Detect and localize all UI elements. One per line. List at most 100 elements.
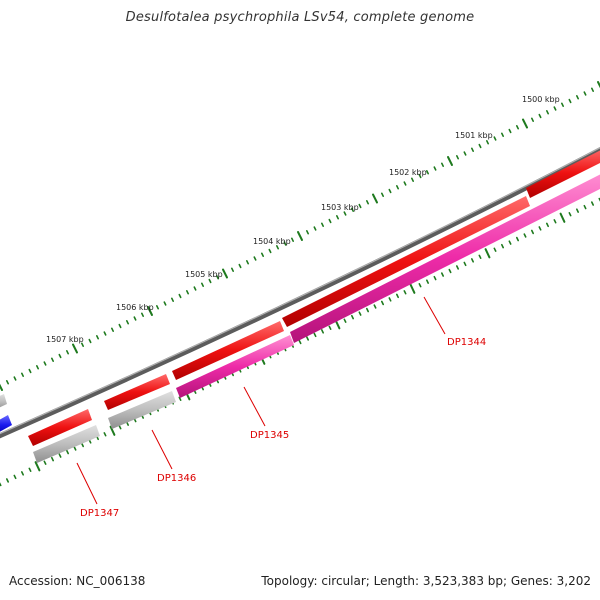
- gene-dp1347-arrow[interactable]: [28, 409, 92, 446]
- scale-label-1506: 1506 kbp: [116, 303, 154, 312]
- outer-ring-minor-tick: [231, 267, 234, 273]
- outer-ring-minor-tick: [178, 293, 182, 299]
- inner-ring-minor-tick: [305, 336, 310, 341]
- outer-tick-ring: [0, 81, 600, 391]
- inner-ring-minor-tick: [28, 467, 32, 473]
- inner-ring-minor-tick: [538, 226, 542, 231]
- scale-label-1503: 1503 kbp: [321, 203, 359, 212]
- gene-blue-fragment[interactable]: [0, 415, 12, 435]
- outer-ring-minor-tick: [328, 218, 332, 224]
- outer-ring-minor-tick: [163, 301, 167, 306]
- outer-ring-minor-tick: [126, 319, 129, 325]
- inner-ring-minor-tick: [523, 233, 527, 238]
- gene-label-dp1346[interactable]: DP1346: [157, 473, 196, 484]
- inner-ring-major-tick: [109, 425, 116, 436]
- gene-dp1346-reverse[interactable]: [108, 391, 176, 429]
- inner-ring-minor-tick: [455, 265, 460, 270]
- inner-ring-minor-tick: [320, 329, 325, 334]
- scale-label-1505: 1505 kbp: [185, 270, 223, 279]
- outer-ring-minor-tick: [171, 297, 174, 303]
- inner-ring-minor-tick: [73, 446, 77, 451]
- scale-label-1500: 1500 kbp: [522, 95, 560, 104]
- inner-ring-minor-tick: [388, 297, 392, 302]
- gene-dp1345-reverse[interactable]: [176, 335, 294, 398]
- leader-line-dp1347: [76, 462, 98, 505]
- accession-text: Accession: NC_006138: [9, 574, 146, 588]
- inner-ring-minor-tick: [553, 219, 557, 224]
- outer-ring-minor-tick: [81, 342, 84, 348]
- gene-dp1347-reverse[interactable]: [33, 425, 100, 463]
- topology-text: Topology: circular; Length: 3,523,383 bp…: [261, 574, 591, 588]
- outer-ring-minor-tick: [201, 282, 204, 288]
- inner-ring-minor-tick: [13, 474, 17, 480]
- outer-ring-minor-tick: [320, 222, 325, 227]
- inner-ring-minor-tick: [50, 456, 55, 462]
- outer-ring-minor-tick: [410, 177, 415, 182]
- outer-ring-minor-tick: [6, 379, 9, 385]
- inner-ring-minor-tick: [343, 318, 347, 323]
- scale-label-1507: 1507 kbp: [46, 335, 84, 344]
- outer-ring-minor-tick: [515, 125, 520, 130]
- inner-ring-minor-tick: [478, 254, 482, 260]
- inner-ring-minor-tick: [365, 307, 370, 313]
- gene-label-dp1344[interactable]: DP1344: [447, 337, 486, 348]
- inner-ring-minor-tick: [530, 229, 535, 235]
- outer-ring-major-tick: [0, 383, 3, 391]
- outer-ring-major-tick: [597, 81, 600, 89]
- outer-ring-minor-tick: [186, 289, 189, 295]
- scale-label-1501: 1501 kbp: [455, 131, 493, 140]
- gene-label-dp1345[interactable]: DP1345: [250, 430, 289, 441]
- inner-ring-minor-tick: [373, 304, 377, 309]
- gene-dp1345-arrow[interactable]: [172, 321, 284, 380]
- outer-ring-minor-tick: [470, 147, 475, 152]
- inner-ring-minor-tick: [66, 449, 69, 455]
- outer-ring-minor-tick: [43, 361, 47, 366]
- forward-strand-track: [28, 148, 600, 446]
- outer-ring-major-tick: [72, 343, 78, 354]
- gene-gray-fragment[interactable]: [0, 394, 7, 410]
- inner-ring-major-tick: [559, 212, 566, 223]
- inner-ring-minor-tick: [43, 460, 47, 465]
- outer-ring-minor-tick: [335, 215, 340, 220]
- gene-label-dp1347[interactable]: DP1347: [80, 508, 119, 519]
- outer-ring-minor-tick: [208, 278, 212, 284]
- outer-ring-minor-tick: [156, 304, 159, 310]
- scale-label-1502: 1502 kbp: [389, 168, 427, 177]
- outer-ring-minor-tick: [485, 140, 490, 145]
- genome-title: Desulfotalea psychrophila LSv54, complet…: [125, 10, 475, 25]
- inner-ring-minor-tick: [358, 311, 362, 316]
- outer-ring-minor-tick: [500, 132, 505, 137]
- inner-ring-major-tick: [409, 283, 416, 294]
- outer-ring-minor-tick: [425, 170, 430, 175]
- outer-ring-minor-tick: [50, 357, 55, 363]
- gene-dp1344-forward-arrow[interactable]: [282, 196, 530, 327]
- genome-backbone-highlight: [0, 147, 600, 435]
- outer-ring-minor-tick: [380, 192, 385, 197]
- outer-ring-minor-tick: [103, 331, 107, 336]
- outer-ring-minor-tick: [246, 259, 249, 265]
- gene-dp1344-reverse[interactable]: [290, 172, 600, 343]
- gene-dp1346-arrow[interactable]: [104, 374, 170, 410]
- outer-ring-minor-tick: [568, 98, 572, 104]
- inner-ring-minor-tick: [328, 325, 332, 331]
- inner-ring-major-tick: [34, 461, 41, 472]
- outer-ring-minor-tick: [590, 87, 595, 92]
- outer-ring-minor-tick: [463, 151, 467, 156]
- outer-ring-minor-tick: [403, 181, 407, 186]
- outer-ring-minor-tick: [216, 274, 219, 280]
- outer-ring-minor-tick: [395, 185, 400, 190]
- inner-ring-minor-tick: [583, 204, 587, 210]
- outer-ring-minor-tick: [111, 327, 114, 333]
- outer-ring-major-tick: [222, 268, 228, 279]
- outer-ring-minor-tick: [193, 286, 197, 291]
- inner-ring-minor-tick: [395, 293, 400, 299]
- inner-ring-minor-tick: [380, 300, 385, 306]
- scale-label-1504: 1504 kbp: [253, 237, 291, 246]
- gene-next-forward-arrow[interactable]: [526, 148, 600, 198]
- inner-ring-minor-tick: [590, 201, 595, 206]
- outer-ring-minor-tick: [260, 252, 265, 258]
- gene-labels: DP1344 DP1345 DP1346 DP1347: [80, 337, 486, 519]
- inner-ring-minor-tick: [298, 339, 302, 345]
- scale-labels: 1500 kbp 1501 kbp 1502 kbp 1503 kbp 1504…: [46, 95, 560, 344]
